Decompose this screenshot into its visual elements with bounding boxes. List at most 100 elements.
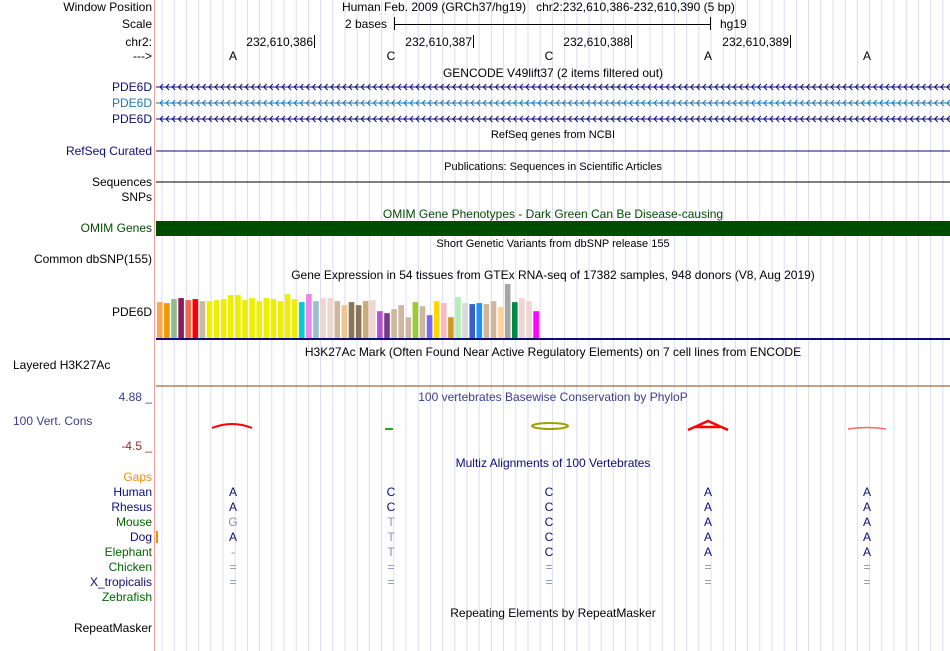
species-label[interactable]: Human — [113, 485, 152, 499]
window-position-value: Human Feb. 2009 (GRCh37/hg19) chr2:232,6… — [342, 0, 735, 14]
gtex-bar — [228, 295, 234, 338]
gtex-bar — [405, 317, 412, 338]
species-label[interactable]: Mouse — [115, 515, 152, 529]
gencode-track-title[interactable]: GENCODE V49lift37 (2 items filtered out) — [442, 66, 664, 80]
strand-label: ---> — [133, 49, 152, 63]
scale-bar-tick — [394, 17, 395, 30]
aligned-base: T — [387, 545, 395, 559]
window-position-label: Window Position — [63, 0, 152, 14]
aligned-base: C — [386, 485, 396, 499]
gtex-bar — [263, 298, 270, 338]
gencode-item-label[interactable]: PDE6D — [111, 80, 152, 94]
gtex-bar — [384, 313, 390, 338]
gtex-bar — [220, 299, 227, 338]
position-tick — [631, 35, 632, 48]
multiz-track-title[interactable]: Multiz Alignments of 100 Vertebrates — [455, 456, 651, 470]
aligned-base: A — [703, 515, 712, 529]
gtex-track-label[interactable]: PDE6D — [111, 305, 152, 319]
aligned-base: C — [544, 515, 554, 529]
gtex-bar — [306, 294, 312, 338]
aligned-base: = — [545, 575, 553, 589]
phylop-track-label[interactable]: 100 Vert. Cons — [13, 414, 93, 428]
gtex-bar — [185, 300, 191, 338]
gtex-bar — [490, 301, 497, 338]
aligned-base: = — [704, 560, 712, 574]
repeatmasker-track-label[interactable]: RepeatMasker — [73, 621, 152, 635]
h3k27ac-track-title[interactable]: H3K27Ac Mark (Often Found Near Active Re… — [304, 345, 802, 359]
aligned-base: A — [862, 545, 871, 559]
gtex-bar — [377, 311, 383, 338]
gtex-bar — [469, 304, 475, 338]
refseq-track-label[interactable]: RefSeq Curated — [65, 144, 152, 158]
gtex-bar — [476, 303, 483, 338]
gencode-item-label[interactable]: PDE6D — [111, 96, 152, 110]
label-divider — [154, 0, 155, 651]
gtex-bar — [277, 301, 284, 338]
gtex-bar — [341, 305, 348, 338]
aligned-base: A — [703, 545, 712, 559]
position-tick — [314, 35, 315, 48]
gtex-bar — [433, 301, 440, 338]
gtex-bar — [171, 299, 177, 338]
gtex-bar — [497, 307, 504, 338]
species-label[interactable]: Elephant — [104, 545, 152, 559]
aligned-base: C — [544, 485, 554, 499]
gtex-bar — [157, 302, 163, 338]
repeatmasker-track-title[interactable]: Repeating Elements by RepeatMasker — [450, 606, 656, 620]
species-label[interactable]: X_tropicalis — [89, 575, 152, 589]
gtex-bar — [320, 298, 326, 338]
aligned-base: = — [863, 560, 871, 574]
gtex-bar — [355, 305, 362, 338]
species-label[interactable]: Zebrafish — [101, 590, 152, 604]
species-label[interactable]: Rhesus — [111, 500, 152, 514]
aligned-base: - — [231, 545, 235, 559]
refseq-track-title[interactable]: RefSeq genes from NCBI — [490, 129, 616, 141]
aligned-base: A — [862, 530, 871, 544]
aligned-base: C — [544, 530, 554, 544]
species-label[interactable]: Dog — [129, 530, 152, 544]
gtex-bar — [256, 301, 262, 338]
phylop-max-label: 4.88 _ — [118, 390, 152, 404]
position-tick — [473, 35, 474, 48]
aligned-base: T — [387, 515, 395, 529]
gtex-bar — [270, 299, 277, 338]
position-label: 232,610,388 — [563, 35, 630, 49]
dbsnp-track-title[interactable]: Short Genetic Variants from dbSNP releas… — [436, 238, 670, 250]
gtex-bar — [192, 299, 199, 338]
gtex-bar — [291, 299, 298, 338]
species-label[interactable]: Chicken — [108, 560, 152, 574]
gtex-bar — [391, 309, 397, 338]
aligned-base: A — [862, 500, 871, 514]
snps-label[interactable]: SNPs — [121, 190, 152, 204]
gtex-bar — [512, 302, 518, 338]
ref-base: A — [703, 49, 712, 63]
phylop-track-title[interactable]: 100 vertebrates Basewise Conservation by… — [418, 390, 688, 404]
aligned-base: C — [544, 545, 554, 559]
h3k27ac-track-label[interactable]: Layered H3K27Ac — [13, 358, 111, 372]
gtex-bar — [178, 298, 184, 338]
gtex-baseline — [156, 338, 950, 340]
aligned-base: A — [228, 500, 237, 514]
omim-track-label[interactable]: OMIM Genes — [80, 221, 152, 235]
gtex-bar — [483, 304, 490, 338]
ref-base: C — [544, 49, 554, 63]
gtex-track-title[interactable]: Gene Expression in 54 tissues from GTEx … — [291, 268, 815, 282]
gtex-bar — [206, 301, 213, 338]
omim-gene-bar[interactable] — [156, 221, 950, 236]
strand-arrows — [159, 99, 950, 107]
publications-track-title[interactable]: Publications: Sequences in Scientific Ar… — [444, 161, 662, 173]
omim-track-title[interactable]: OMIM Gene Phenotypes - Dark Green Can Be… — [382, 207, 724, 221]
position-label: 232,610,387 — [405, 35, 472, 49]
scale-assembly: hg19 — [720, 17, 747, 31]
scale-value: 2 bases — [345, 17, 388, 31]
aligned-base: A — [703, 485, 712, 499]
aligned-base: A — [228, 485, 237, 499]
gtex-bar — [462, 303, 468, 338]
publications-track-label[interactable]: Sequences — [91, 175, 152, 189]
gencode-item-label[interactable]: PDE6D — [111, 112, 152, 126]
gtex-bar — [419, 306, 426, 338]
dbsnp-track-label[interactable]: Common dbSNP(155) — [33, 252, 152, 266]
aligned-base: A — [228, 530, 237, 544]
